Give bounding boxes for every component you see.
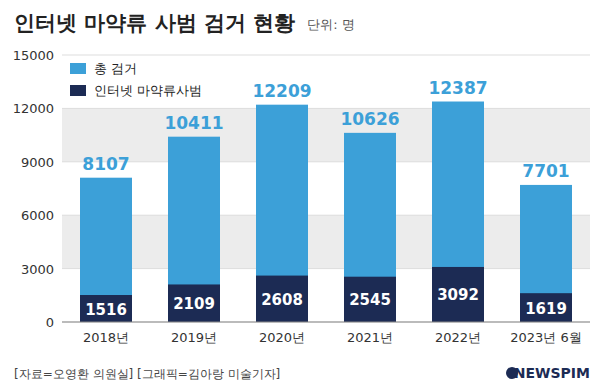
x-tick-label: 2018년 [83, 330, 129, 345]
bar [432, 267, 484, 322]
bars [80, 102, 572, 322]
bar [168, 284, 220, 322]
data-label: 8107 [82, 154, 129, 174]
data-label: 1619 [525, 300, 567, 318]
y-tick-label: 3000 [21, 262, 54, 277]
x-axis [62, 322, 590, 323]
x-tick-label: 2021년 [347, 330, 393, 345]
y-tick-label: 15000 [13, 48, 54, 63]
bar [256, 276, 308, 322]
data-label: 1516 [85, 301, 127, 319]
data-label: 10626 [340, 109, 399, 129]
data-label: 2608 [261, 291, 303, 309]
bar [344, 133, 396, 322]
legend-swatch [70, 85, 86, 96]
data-label: 10411 [164, 113, 223, 133]
data-label: 12387 [428, 78, 487, 98]
data-label: 2109 [173, 295, 215, 313]
x-tick-label: 2022년 [435, 330, 481, 345]
logo: NEWSPIM [514, 365, 590, 381]
data-label: 12209 [252, 81, 311, 101]
subtitle: 단위: 명 [307, 17, 355, 32]
grid-line [62, 55, 590, 56]
legend-label: 인터넷 마약류사범 [94, 83, 202, 98]
y-tick-label: 0 [46, 315, 54, 330]
x-tick-label: 2020년 [259, 330, 305, 345]
grid-band [62, 108, 590, 161]
bar [432, 102, 484, 322]
title: 인터넷 마약류 사범 검거 현황 [14, 11, 295, 35]
bar [168, 137, 220, 322]
bar [80, 178, 132, 322]
source: [자료=오영환 의원실] [그래픽=김아랑 미술기자] [14, 367, 280, 381]
grid-line [62, 268, 590, 269]
x-tick-label: 2019년 [171, 330, 217, 345]
legend-label: 총 검거 [94, 61, 137, 76]
y-tick-label: 6000 [21, 208, 54, 223]
bar [520, 185, 572, 322]
data-label: 7701 [522, 161, 569, 181]
bar [344, 277, 396, 322]
y-tick-label: 12000 [13, 101, 54, 116]
x-tick-label: 2023년 6월 [510, 330, 582, 345]
grid-line [62, 161, 590, 162]
data-label: 3092 [437, 286, 479, 304]
y-tick-label: 9000 [21, 155, 54, 170]
bar [520, 293, 572, 322]
grid-band [62, 215, 590, 268]
data-label: 2545 [349, 291, 391, 309]
bar [256, 105, 308, 322]
grid-line [62, 322, 590, 323]
grid-line [62, 215, 590, 216]
chart: 인터넷 마약류 사범 검거 현황 단위: 명 0 3000 6000 9000 12000 1… [0, 0, 600, 390]
legend-swatch [70, 63, 86, 74]
bar [80, 295, 132, 322]
grid-line [62, 108, 590, 109]
